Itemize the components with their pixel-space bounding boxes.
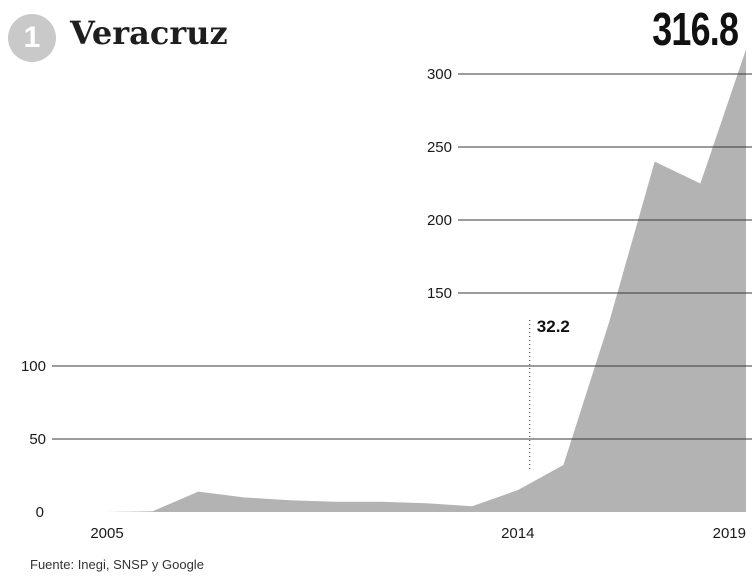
rank-badge: 1 [8, 14, 56, 62]
y-tick-label-150: 150 [427, 285, 452, 302]
y-tick-label-50: 50 [29, 431, 46, 448]
annotation-label: 32.2 [537, 317, 570, 336]
x-tick-label-2019: 2019 [713, 525, 746, 542]
headline-value: 316.8 [652, 3, 739, 55]
chart-title: Veracruz [70, 14, 228, 52]
x-tick-label-2014: 2014 [501, 525, 534, 542]
y-tick-label-200: 200 [427, 212, 452, 229]
y-tick-label-300: 300 [427, 66, 452, 83]
area-series [107, 49, 746, 512]
x-tick-label-2005: 2005 [90, 525, 123, 542]
source-note: Fuente: Inegi, SNSP y Google [30, 557, 204, 572]
y-tick-label-0: 0 [36, 504, 44, 521]
y-tick-label-100: 100 [21, 358, 46, 375]
y-tick-label-250: 250 [427, 139, 452, 156]
